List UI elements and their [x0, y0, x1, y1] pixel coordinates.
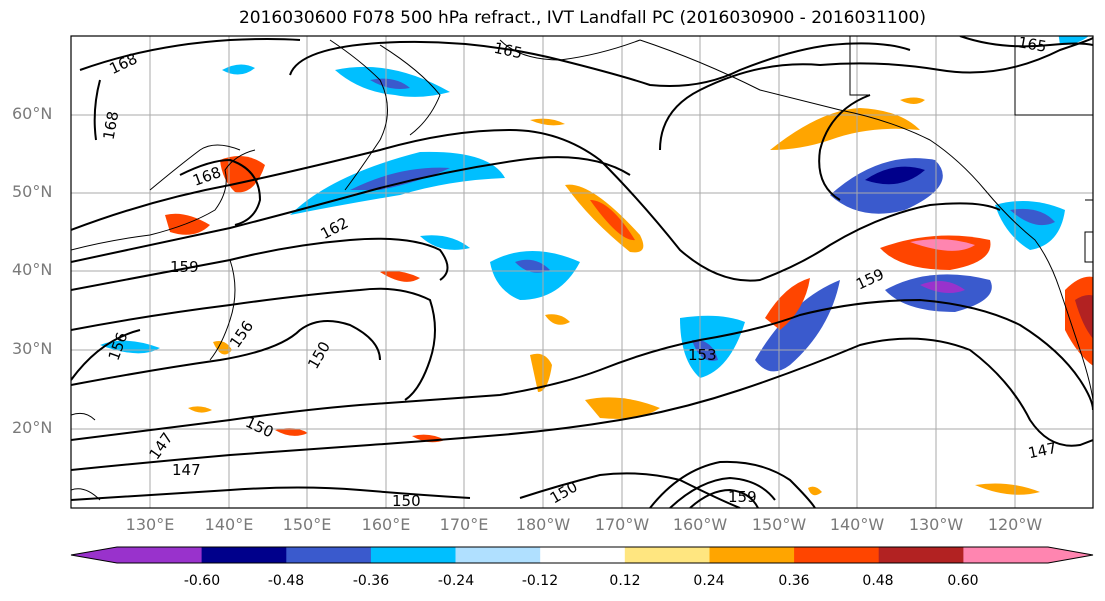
contour-label: 168: [100, 110, 123, 141]
lon-label-150w: 150°W: [751, 515, 807, 534]
colorbar-segment: [540, 547, 626, 563]
colorbar-segment: [455, 547, 541, 563]
colorbar-tick-label: -0.48: [267, 573, 305, 589]
lon-label-120w: 120°W: [987, 515, 1043, 534]
colorbar-tick-label: 0.48: [862, 573, 894, 589]
colorbar-tick-label: 0.12: [609, 573, 641, 589]
colorbar-segment: [117, 547, 203, 563]
contour-label: 165: [1017, 33, 1048, 56]
lat-label-30n: 30°N: [12, 339, 53, 358]
map-frame: [70, 35, 1094, 509]
colorbar-segment: [370, 547, 456, 563]
lat-label-50n: 50°N: [12, 182, 53, 201]
contour-label: 153: [688, 346, 717, 364]
lon-label-140e: 140°E: [204, 515, 254, 534]
contour-label: 156: [226, 317, 257, 351]
lon-label-160w: 160°W: [672, 515, 728, 534]
map-title: 2016030600 F078 500 hPa refract., IVT La…: [238, 8, 926, 28]
colorbar-tick-label: 0.60: [947, 573, 979, 589]
lon-label-180w: 180°W: [515, 515, 571, 534]
colorbar-segment: [709, 547, 795, 563]
lat-label-40n: 40°N: [12, 260, 53, 279]
colorbar-tick-label: 0.24: [693, 573, 725, 589]
colorbar-extend-low: [71, 547, 117, 563]
positive-anomaly-shading: [165, 97, 1093, 496]
contour-label: 147: [1027, 439, 1059, 463]
colorbar-tick-label: -0.36: [352, 573, 390, 589]
lon-label-150e: 150°E: [282, 515, 332, 534]
colorbar-tick-label: 0.36: [778, 573, 810, 589]
colorbar-tick-label: -0.12: [521, 573, 559, 589]
colorbar-tick-label: -0.24: [437, 573, 475, 589]
colorbar-segment: [878, 547, 964, 563]
contour-label: 150: [392, 492, 421, 510]
contour-label: 159: [170, 258, 199, 276]
map-panel: 168 165 168 168 162 159 156 156 150 153 …: [71, 33, 1093, 510]
contour-label-group: 168 165 168 168 162 159 156 156 150 153 …: [100, 33, 1059, 510]
colorbar-segment: [286, 547, 372, 563]
lon-label-170w: 170°W: [594, 515, 650, 534]
lat-label-20n: 20°N: [12, 418, 53, 437]
lon-label-130e: 130°E: [125, 515, 175, 534]
gridlines: [71, 36, 1093, 508]
colorbar: [70, 546, 1094, 564]
colorbar-segment: [794, 547, 880, 563]
lon-label-130w: 130°W: [908, 515, 964, 534]
height-contours: [71, 36, 1093, 508]
colorbar-outline: [70, 546, 1094, 564]
contour-label: 159: [853, 265, 887, 293]
colorbar-segment: [201, 547, 287, 563]
lat-label-60n: 60°N: [12, 104, 53, 123]
colorbar-segment: [963, 547, 1049, 563]
lon-label-140w: 140°W: [829, 515, 885, 534]
contour-label: 159: [728, 488, 757, 506]
contour-label: 150: [243, 413, 277, 441]
colorbar-extend-high: [1048, 547, 1093, 563]
lon-label-170e: 170°E: [439, 515, 489, 534]
lon-label-160e: 160°E: [361, 515, 411, 534]
contour-label: 150: [304, 338, 334, 372]
contour-label: 156: [105, 330, 132, 363]
colorbar-segment: [624, 547, 710, 563]
negative-anomaly-shading: [100, 36, 1089, 378]
contour-label: 147: [172, 461, 201, 479]
contour-label: 165: [492, 39, 524, 63]
colorbar-tick-label: -0.60: [183, 573, 221, 589]
contour-label: 162: [318, 214, 352, 243]
